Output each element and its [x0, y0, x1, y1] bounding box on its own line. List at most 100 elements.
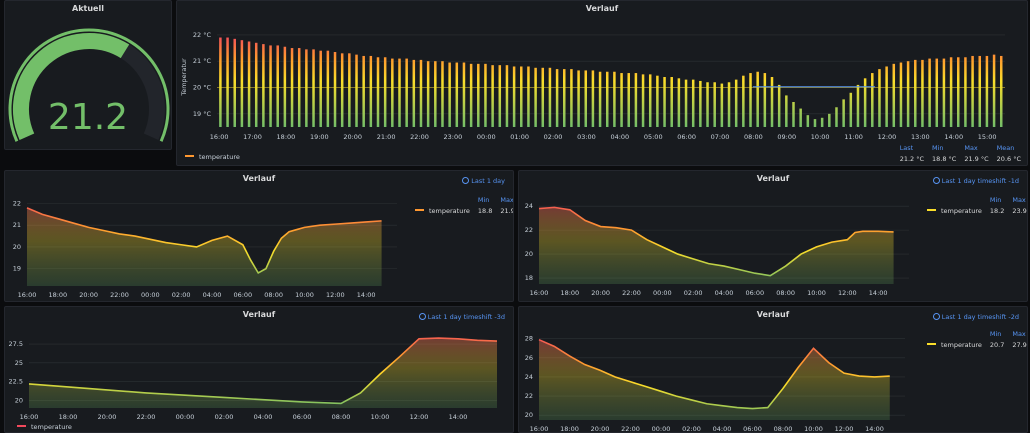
bar [605, 71, 609, 127]
timeshift-label[interactable]: Last 1 day timeshift -3d [418, 313, 505, 321]
y-tick-label: 20 [13, 243, 21, 251]
chart-panel-last-1-day[interactable]: Verlauf Last 1 day 19 20 21 22 16:00 18:00 20:… [4, 170, 514, 302]
x-tick-label: 08:00 [774, 425, 793, 433]
bar [921, 59, 924, 127]
bar [584, 70, 588, 127]
gauge-panel[interactable]: Aktuell 21.2 [4, 0, 172, 150]
legend-swatch [17, 425, 26, 427]
y-tick-label: 22 [525, 226, 533, 234]
bar [477, 63, 480, 127]
bar [691, 79, 695, 127]
bar [369, 55, 373, 127]
x-tick-label: 08:00 [776, 289, 795, 297]
x-tick-label: 20:00 [98, 413, 117, 421]
y-tick-label: 24 [525, 202, 533, 210]
bar [233, 38, 236, 128]
bar [283, 46, 287, 127]
x-tick-label: 15:00 [978, 133, 997, 141]
x-tick-label: 06:00 [233, 291, 252, 299]
area-fill [539, 207, 894, 284]
chart-panel-timeshift-1d[interactable]: Verlauf Last 1 day timeshift -1d 18 20 22 2… [518, 170, 1028, 302]
bar [928, 58, 931, 127]
x-tick-label: 22:00 [410, 133, 429, 141]
timeshift-text: Last 1 day timeshift -2d [941, 313, 1019, 321]
y-tick-label: 19 [13, 265, 21, 273]
x-tick-label: 11:00 [844, 133, 863, 141]
x-tick-label: 20:00 [343, 133, 362, 141]
bar [312, 49, 315, 127]
x-tick-label: 08:00 [744, 133, 763, 141]
series-line [538, 338, 890, 410]
x-tick-label: 05:00 [644, 133, 663, 141]
legend-header-min: Min [989, 195, 1002, 204]
chart-panel-timeshift-2d[interactable]: Verlauf Last 1 day timeshift -2d 20 22 24 2… [518, 306, 1028, 433]
bar [835, 107, 838, 127]
y-tick-label: 20 °C [193, 84, 212, 92]
bar [648, 74, 652, 127]
bar [591, 70, 595, 127]
y-tick-label: 18 [525, 274, 533, 282]
x-tick-label: 18:00 [277, 133, 296, 141]
bar [806, 115, 810, 127]
area-fill [539, 339, 890, 420]
timeshift-label[interactable]: Last 1 day timeshift -2d [932, 313, 1019, 321]
x-tick-label: 19:00 [310, 133, 329, 141]
bar [391, 58, 394, 127]
legend-series[interactable]: temperature [923, 205, 986, 216]
x-tick-label: 18:00 [48, 291, 67, 299]
bar [577, 70, 580, 127]
x-tick-label: 18:00 [560, 425, 579, 433]
bar [792, 102, 795, 127]
top-chart-legend[interactable]: temperature [185, 153, 240, 161]
x-tick-label: 01:00 [510, 133, 529, 141]
legend-table: Min Max temperature 20.7 27.9 [923, 328, 1027, 350]
legend-series[interactable]: temperature [923, 339, 986, 350]
bar [512, 66, 516, 127]
gauge-icon [8, 28, 170, 142]
x-tick-label: 06:00 [293, 413, 312, 421]
panel-title: Verlauf [756, 310, 790, 319]
y-tick-label: 20 [525, 250, 533, 258]
x-tick-label: 14:00 [865, 425, 884, 433]
x-tick-label: 12:00 [835, 425, 854, 433]
x-tick-label: 00:00 [477, 133, 496, 141]
timeshift-label[interactable]: Last 1 day [462, 177, 505, 185]
bar [419, 59, 423, 127]
legend-swatch [927, 208, 936, 211]
legend-value-max: 23.9 [1012, 206, 1027, 215]
legend-series-name: temperature [429, 206, 470, 215]
gauge-threshold-ring [8, 28, 170, 142]
legend-series[interactable]: temperature [17, 423, 72, 431]
timeshift-label[interactable]: Last 1 day timeshift -1d [932, 177, 1019, 185]
bar [613, 71, 616, 127]
bar [333, 52, 337, 127]
x-tick-label: 04:00 [254, 413, 273, 421]
bar [340, 53, 344, 127]
x-tick-label: 12:00 [878, 133, 897, 141]
chart-panel-timeshift-3d[interactable]: Verlauf Last 1 day timeshift -3d 20 22.5 2… [4, 306, 514, 433]
x-tick-label: 21:00 [377, 133, 396, 141]
y-axis-label: Temperatur [180, 58, 188, 97]
bar [505, 65, 509, 127]
top-chart-panel[interactable]: Verlauf 19 °C 20 °C 21 °C 22 °C Temperatur 16… [176, 0, 1028, 166]
bar [548, 67, 552, 127]
timeshift-text: Last 1 day [471, 177, 505, 185]
bar [219, 37, 222, 127]
bar [871, 73, 874, 127]
legend-header-max: Max [1012, 329, 1026, 338]
bar [849, 92, 853, 127]
bar [534, 67, 537, 127]
bar [412, 59, 416, 127]
y-tick-label: 24 [525, 373, 533, 381]
bar [663, 77, 666, 127]
legend-series[interactable]: temperature [411, 205, 474, 216]
bar [484, 63, 487, 127]
x-tick-label: 00:00 [176, 413, 195, 421]
bar [756, 71, 759, 127]
gauge-fill [13, 33, 130, 140]
bar [935, 58, 939, 127]
bar [240, 40, 244, 127]
bar [863, 78, 867, 127]
y-tick-label: 20 [525, 411, 533, 419]
area-chart: 18 20 22 24 16:00 18:00 20:00 22:00 00:00 02:00 04… [525, 202, 909, 297]
